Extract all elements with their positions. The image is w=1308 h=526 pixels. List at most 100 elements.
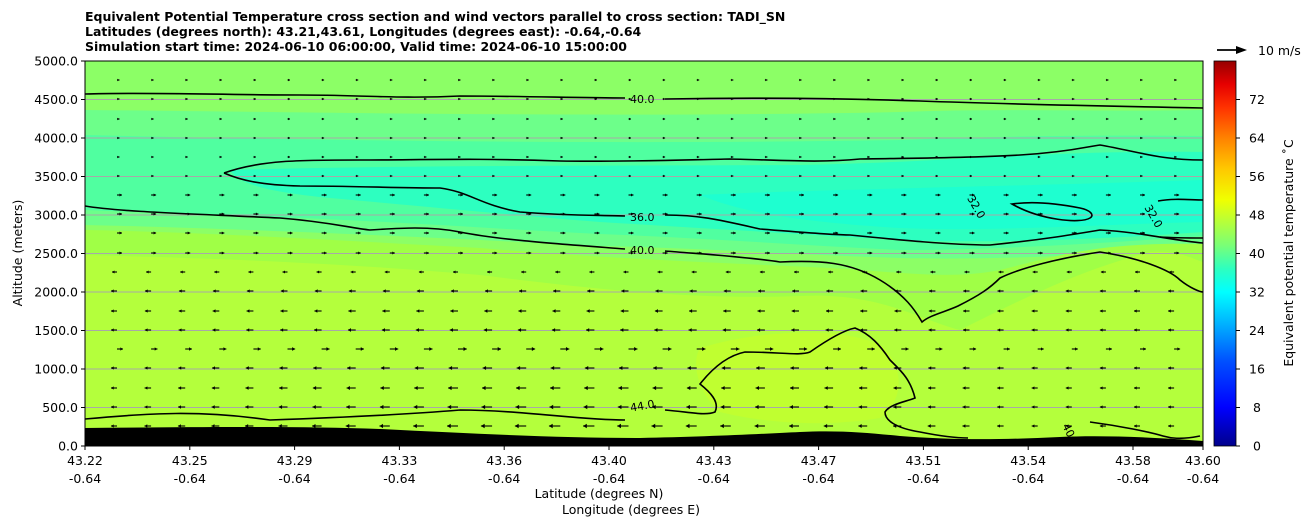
wind-arrowhead [214,270,217,274]
wind-arrowhead [928,309,932,313]
wind-arrowhead [390,117,393,121]
wind-arrowhead [893,424,897,428]
wind-arrowhead [426,231,429,235]
wind-arrowhead [594,117,597,121]
colorbar-ticks: 0 8 16 24 32 40 48 56 64 72 [1236,92,1265,454]
wind-arrowhead [1004,174,1007,178]
wind-arrowhead [144,405,148,409]
wind-arrowhead [903,193,907,197]
wind-arrowhead [1099,405,1103,409]
wind-arrowhead [392,251,395,255]
wind-arrowhead [755,404,759,410]
wind-arrowhead [1168,366,1171,370]
wind-arrowhead [600,347,604,351]
wind-arrowhead [1106,174,1109,178]
wind-arrowhead [1134,309,1137,313]
wind-arrowhead [492,174,495,178]
wind-arrowhead [824,366,829,370]
wind-arrowhead [111,366,114,370]
wind-arrowhead [178,405,182,409]
wind-arrowhead [1135,270,1138,274]
wind-arrowhead [1142,251,1145,255]
wind-arrowhead [833,97,836,101]
wind-arrowhead [1168,386,1171,390]
wind-arrowhead [657,270,661,274]
wind-arrowhead [970,155,972,159]
wind-arrowhead [460,251,463,255]
wind-arrowhead [117,78,120,82]
wind-arrowhead [722,328,726,332]
wind-arrowhead [596,212,600,216]
wind-arrowhead [358,251,361,255]
wind-arrowhead [348,309,352,313]
y-tick-label: 3500.0 [34,169,78,184]
wind-arrowhead [484,289,488,293]
wind-arrowhead [731,174,734,178]
wind-arrowhead [927,405,931,409]
wind-arrowhead [799,136,802,140]
wind-arrowhead [935,174,938,178]
wind-arrowhead [1134,386,1137,390]
wind-arrowhead [144,424,148,428]
wind-arrowhead [219,174,222,178]
wind-arrowhead [219,155,222,159]
x-tick-label-lon: -0.64 [1012,471,1044,486]
wind-arrowhead [617,423,621,429]
wind-arrowhead [757,309,761,313]
wind-arrowhead [1169,270,1172,274]
wind-arrowhead [288,136,290,140]
wind-arrowhead [480,423,485,429]
wind-arrowhead [867,174,870,178]
wind-arrowhead [1142,212,1145,216]
x-tick-label-lat: 43.25 [172,453,208,468]
wind-arrowhead [356,97,359,101]
wind-arrowhead [384,270,388,274]
colorbar-tick-label: 40 [1249,246,1265,261]
wind-arrowhead [492,136,495,140]
wind-arrowhead [1038,155,1041,159]
x-tick-label-lat: 43.54 [1010,453,1046,468]
wind-arrowhead [1106,97,1109,101]
wind-arrowhead [720,404,725,410]
x-tick-label-lon: -0.64 [69,471,101,486]
wind-arrowhead [663,78,666,82]
wind-arrowhead [322,136,325,140]
wind-arrowhead [652,385,657,391]
wind-arrowhead [997,328,1001,332]
wind-arrowhead [458,155,461,159]
wind-arrowhead [395,347,399,351]
contour-40-upper [85,92,1203,109]
wind-arrowhead [382,309,386,313]
wind-arrowhead [424,117,427,121]
y-gridlines [85,99,1203,408]
wind-arrowhead [1140,136,1143,140]
wind-arrowhead [117,97,120,101]
wind-arrowhead [894,328,898,332]
contours [85,92,1203,440]
wind-arrowhead [767,251,770,255]
colorbar-label: Equivalent potential temperature ˚C [1281,139,1296,367]
wind-arrowhead [584,365,589,371]
wind-arrowhead [935,117,938,121]
wind-arrowhead [629,136,631,140]
wind-arrowhead [492,117,495,121]
wind-arrowhead [211,405,215,409]
wind-arrowhead [767,212,770,216]
wind-arrowhead [219,117,222,121]
quiver-key: 10 m/s [1217,43,1301,58]
wind-arrowhead [187,193,191,197]
wind-arrowhead [280,289,284,293]
wind-arrowhead [348,289,352,293]
wind-arrowhead [731,117,734,121]
wind-arrowhead [869,251,873,255]
wind-arrowhead [594,155,597,159]
wind-arrowhead [765,97,768,101]
wind-arrowhead [1177,347,1181,351]
colorbar-tick-label: 32 [1249,285,1265,300]
wind-arrowhead [246,289,250,293]
wind-arrowhead [460,193,463,197]
wind-arrowhead [1174,174,1177,178]
wind-arrowhead [185,97,188,101]
wind-arrowhead [858,405,862,409]
wind-arrowhead [1006,231,1009,235]
